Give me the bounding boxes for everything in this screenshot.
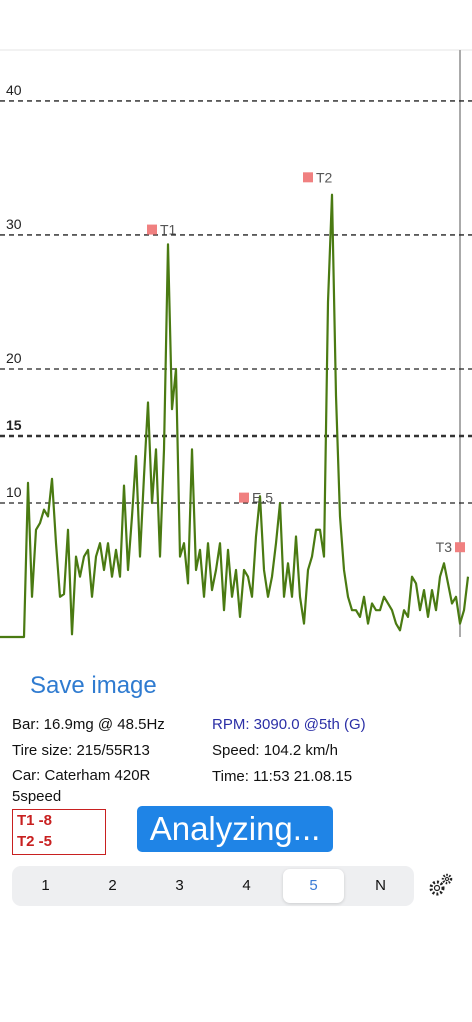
- y-tick-label: 30: [6, 216, 22, 232]
- gear-option[interactable]: 1: [41, 877, 50, 894]
- chart: 10 15 20 30 40 T1 T2 E.5 T3: [0, 49, 472, 639]
- y-tick-label: 20: [6, 350, 22, 366]
- gear-selector: 1 2 3 4 5 N: [12, 866, 414, 906]
- data-line: [0, 193, 470, 639]
- time-info: Time: 11:53 21.08.15: [212, 768, 353, 785]
- peak-label: T1: [160, 222, 177, 238]
- gear-option[interactable]: 2: [108, 877, 117, 894]
- y-tick-label: 40: [6, 82, 22, 98]
- rpm-info: RPM: 3090.0 @5th (G): [212, 716, 366, 733]
- analyzing-button[interactable]: Analyzing...: [137, 806, 333, 852]
- save-image-button[interactable]: Save image: [30, 672, 157, 699]
- bar-info: Bar: 16.9mg @ 48.5Hz: [12, 716, 165, 733]
- peak-marker: [303, 172, 313, 183]
- peak-marker: [455, 542, 465, 553]
- result-line: T2 -5: [17, 833, 53, 850]
- car-info: Car: Caterham 420R 5speed: [12, 767, 151, 805]
- peak-label: T2: [316, 169, 333, 185]
- gear-option[interactable]: 5: [283, 869, 344, 903]
- peak-label: T3: [436, 539, 453, 555]
- peak-marker: [147, 224, 157, 235]
- peak-marker: [239, 492, 249, 503]
- gear-option[interactable]: 4: [242, 877, 251, 894]
- tire-info: Tire size: 215/55R13: [12, 742, 150, 759]
- settings-icon[interactable]: [426, 872, 456, 900]
- y-tick-label: 15: [6, 417, 22, 433]
- y-tick-label: 10: [6, 484, 22, 500]
- gear-option[interactable]: 3: [175, 877, 184, 894]
- speed-info: Speed: 104.2 km/h: [212, 742, 338, 759]
- gear-option[interactable]: N: [375, 877, 386, 894]
- peak-label: E.5: [252, 490, 273, 506]
- result-box: T1 -8 T2 -5: [12, 809, 106, 855]
- result-line: T1 -8: [17, 812, 53, 829]
